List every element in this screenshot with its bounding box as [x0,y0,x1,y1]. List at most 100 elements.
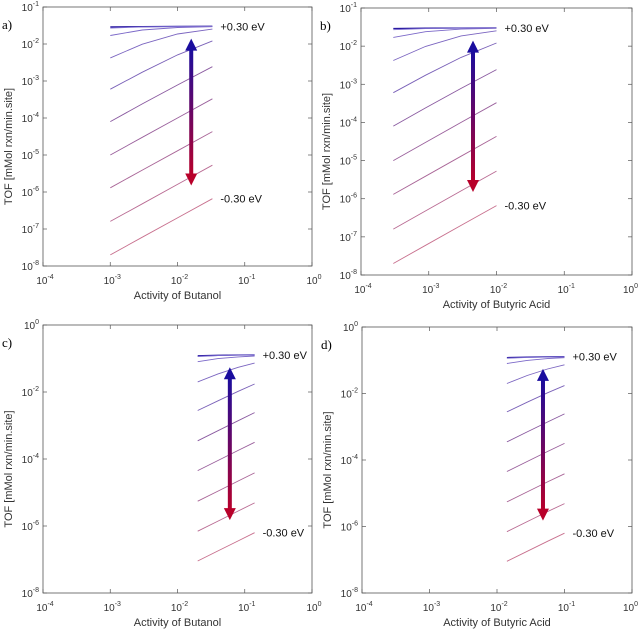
annotation-bottom: -0.30 eV [220,194,262,206]
plot-area [361,326,633,594]
y-tick-label: 10-4 [22,453,39,466]
x-axis-label: Activity of Butyric Acid [443,617,551,629]
x-tick-exponent: -4 [47,274,53,281]
x-tick-label: 10-1 [238,274,255,287]
y-axis-label: TOF [mMol rxn/min.site] [3,88,15,205]
series-line-10 [393,205,497,264]
x-tick-exponent: -2 [501,283,507,290]
y-tick-exponent: -2 [352,388,358,395]
x-tick-label: 10-2 [171,274,188,287]
arrow-head-down [536,508,549,521]
y-tick-label: 10-2 [22,38,39,51]
panel-label: d) [321,337,332,352]
x-tick-exponent: -2 [182,601,188,608]
panel-label: c) [2,335,12,350]
series-line-9 [393,170,497,230]
annotation-top: +0.30 eV [220,21,265,33]
y-tick-exponent: -1 [33,1,39,8]
x-tick-exponent: 0 [634,601,638,608]
series-line-2 [197,354,255,357]
x-tick-exponent: 0 [318,274,322,281]
double-arrow-shaft [227,377,232,511]
arrow-head-down [467,179,480,192]
y-axis-label: TOF [mMol rxn/min.site] [322,411,334,528]
double-arrow-shaft [471,50,476,182]
series-line-4 [110,28,213,59]
x-axis-label: Activity of Butyric Acid [443,299,551,311]
x-tick-exponent: -2 [182,274,188,281]
series-line-6 [110,66,213,122]
y-tick-label: 10-8 [340,269,357,282]
y-tick-label: 10-6 [22,186,39,199]
series-line-4 [506,364,565,384]
x-tick-exponent: -1 [249,274,255,281]
x-tick-label: 10-3 [104,601,121,614]
series-line-6 [393,69,497,127]
arrow-head-down [185,173,198,186]
series-line-2 [110,25,213,29]
y-tick-label: 10-4 [22,112,39,125]
series-line-9 [506,503,565,533]
chart-panel-a: 10-4 10-3 10-2 10-1 100 10-8 10-7 10-6 10-5 10-4 1… [2,1,322,302]
y-tick-label: 100 [343,321,358,334]
y-tick-label: 10-1 [340,2,357,15]
y-tick-label: 10-7 [340,231,357,244]
y-tick-exponent: -4 [33,112,39,119]
x-tick-label: 10-4 [355,601,372,614]
series-line-6 [506,413,565,443]
arrow-head-up [223,367,236,380]
arrow-head-up [185,38,198,51]
x-tick-exponent: 0 [318,601,322,608]
series-line-3 [506,357,565,364]
series-line-5 [110,40,213,90]
y-tick-label: 10-7 [22,223,39,236]
x-tick-exponent: -1 [249,601,255,608]
x-tick-exponent: -4 [47,601,53,608]
y-tick-label: 10-1 [22,1,39,14]
annotation-top: +0.30 eV [263,350,308,362]
y-tick-exponent: -8 [351,269,357,276]
y-tick-label: 10-2 [340,40,357,53]
annotation-bottom: -0.30 eV [505,201,547,213]
plot-area [360,7,633,276]
x-tick-label: 10-4 [354,283,371,296]
y-tick-exponent: -6 [351,193,357,200]
y-tick-label: 10-2 [22,386,39,399]
y-tick-label: 100 [24,319,39,332]
x-tick-label: 10-3 [422,283,439,296]
series-line-3 [197,355,255,363]
y-tick-exponent: -2 [33,386,39,393]
y-tick-exponent: -6 [33,186,39,193]
annotation-bottom: -0.30 eV [263,528,305,540]
x-tick-label: 100 [623,601,638,614]
y-tick-exponent: -4 [351,116,357,123]
series-line-9 [197,502,255,532]
x-tick-label: 10-4 [36,601,53,614]
panel-label: b) [320,18,331,33]
x-tick-label: 10-2 [490,601,507,614]
x-tick-exponent: -3 [433,283,439,290]
series-line-5 [393,42,497,94]
x-tick-label: 10-2 [490,283,507,296]
series-line-8 [110,131,213,189]
x-tick-exponent: -1 [569,601,575,608]
arrow-head-up [536,368,549,381]
y-tick-exponent: -5 [351,155,357,162]
arrow-head-up [467,40,480,53]
x-tick-label: 10-1 [558,283,575,296]
arrow-head-down [223,508,236,521]
y-tick-exponent: -8 [33,260,39,267]
series-line-5 [506,385,565,413]
x-tick-exponent: -4 [366,601,372,608]
x-tick-label: 100 [306,274,321,287]
panel-label: a) [2,17,12,32]
series-line-7 [110,98,213,156]
x-tick-label: 10-3 [423,601,440,614]
double-arrow-shaft [540,378,545,511]
y-tick-exponent: -6 [33,520,39,527]
annotation-top: +0.30 eV [573,352,618,364]
y-tick-label: 10-8 [341,587,358,600]
y-tick-label: 10-4 [340,116,357,129]
series-line-7 [197,441,255,472]
